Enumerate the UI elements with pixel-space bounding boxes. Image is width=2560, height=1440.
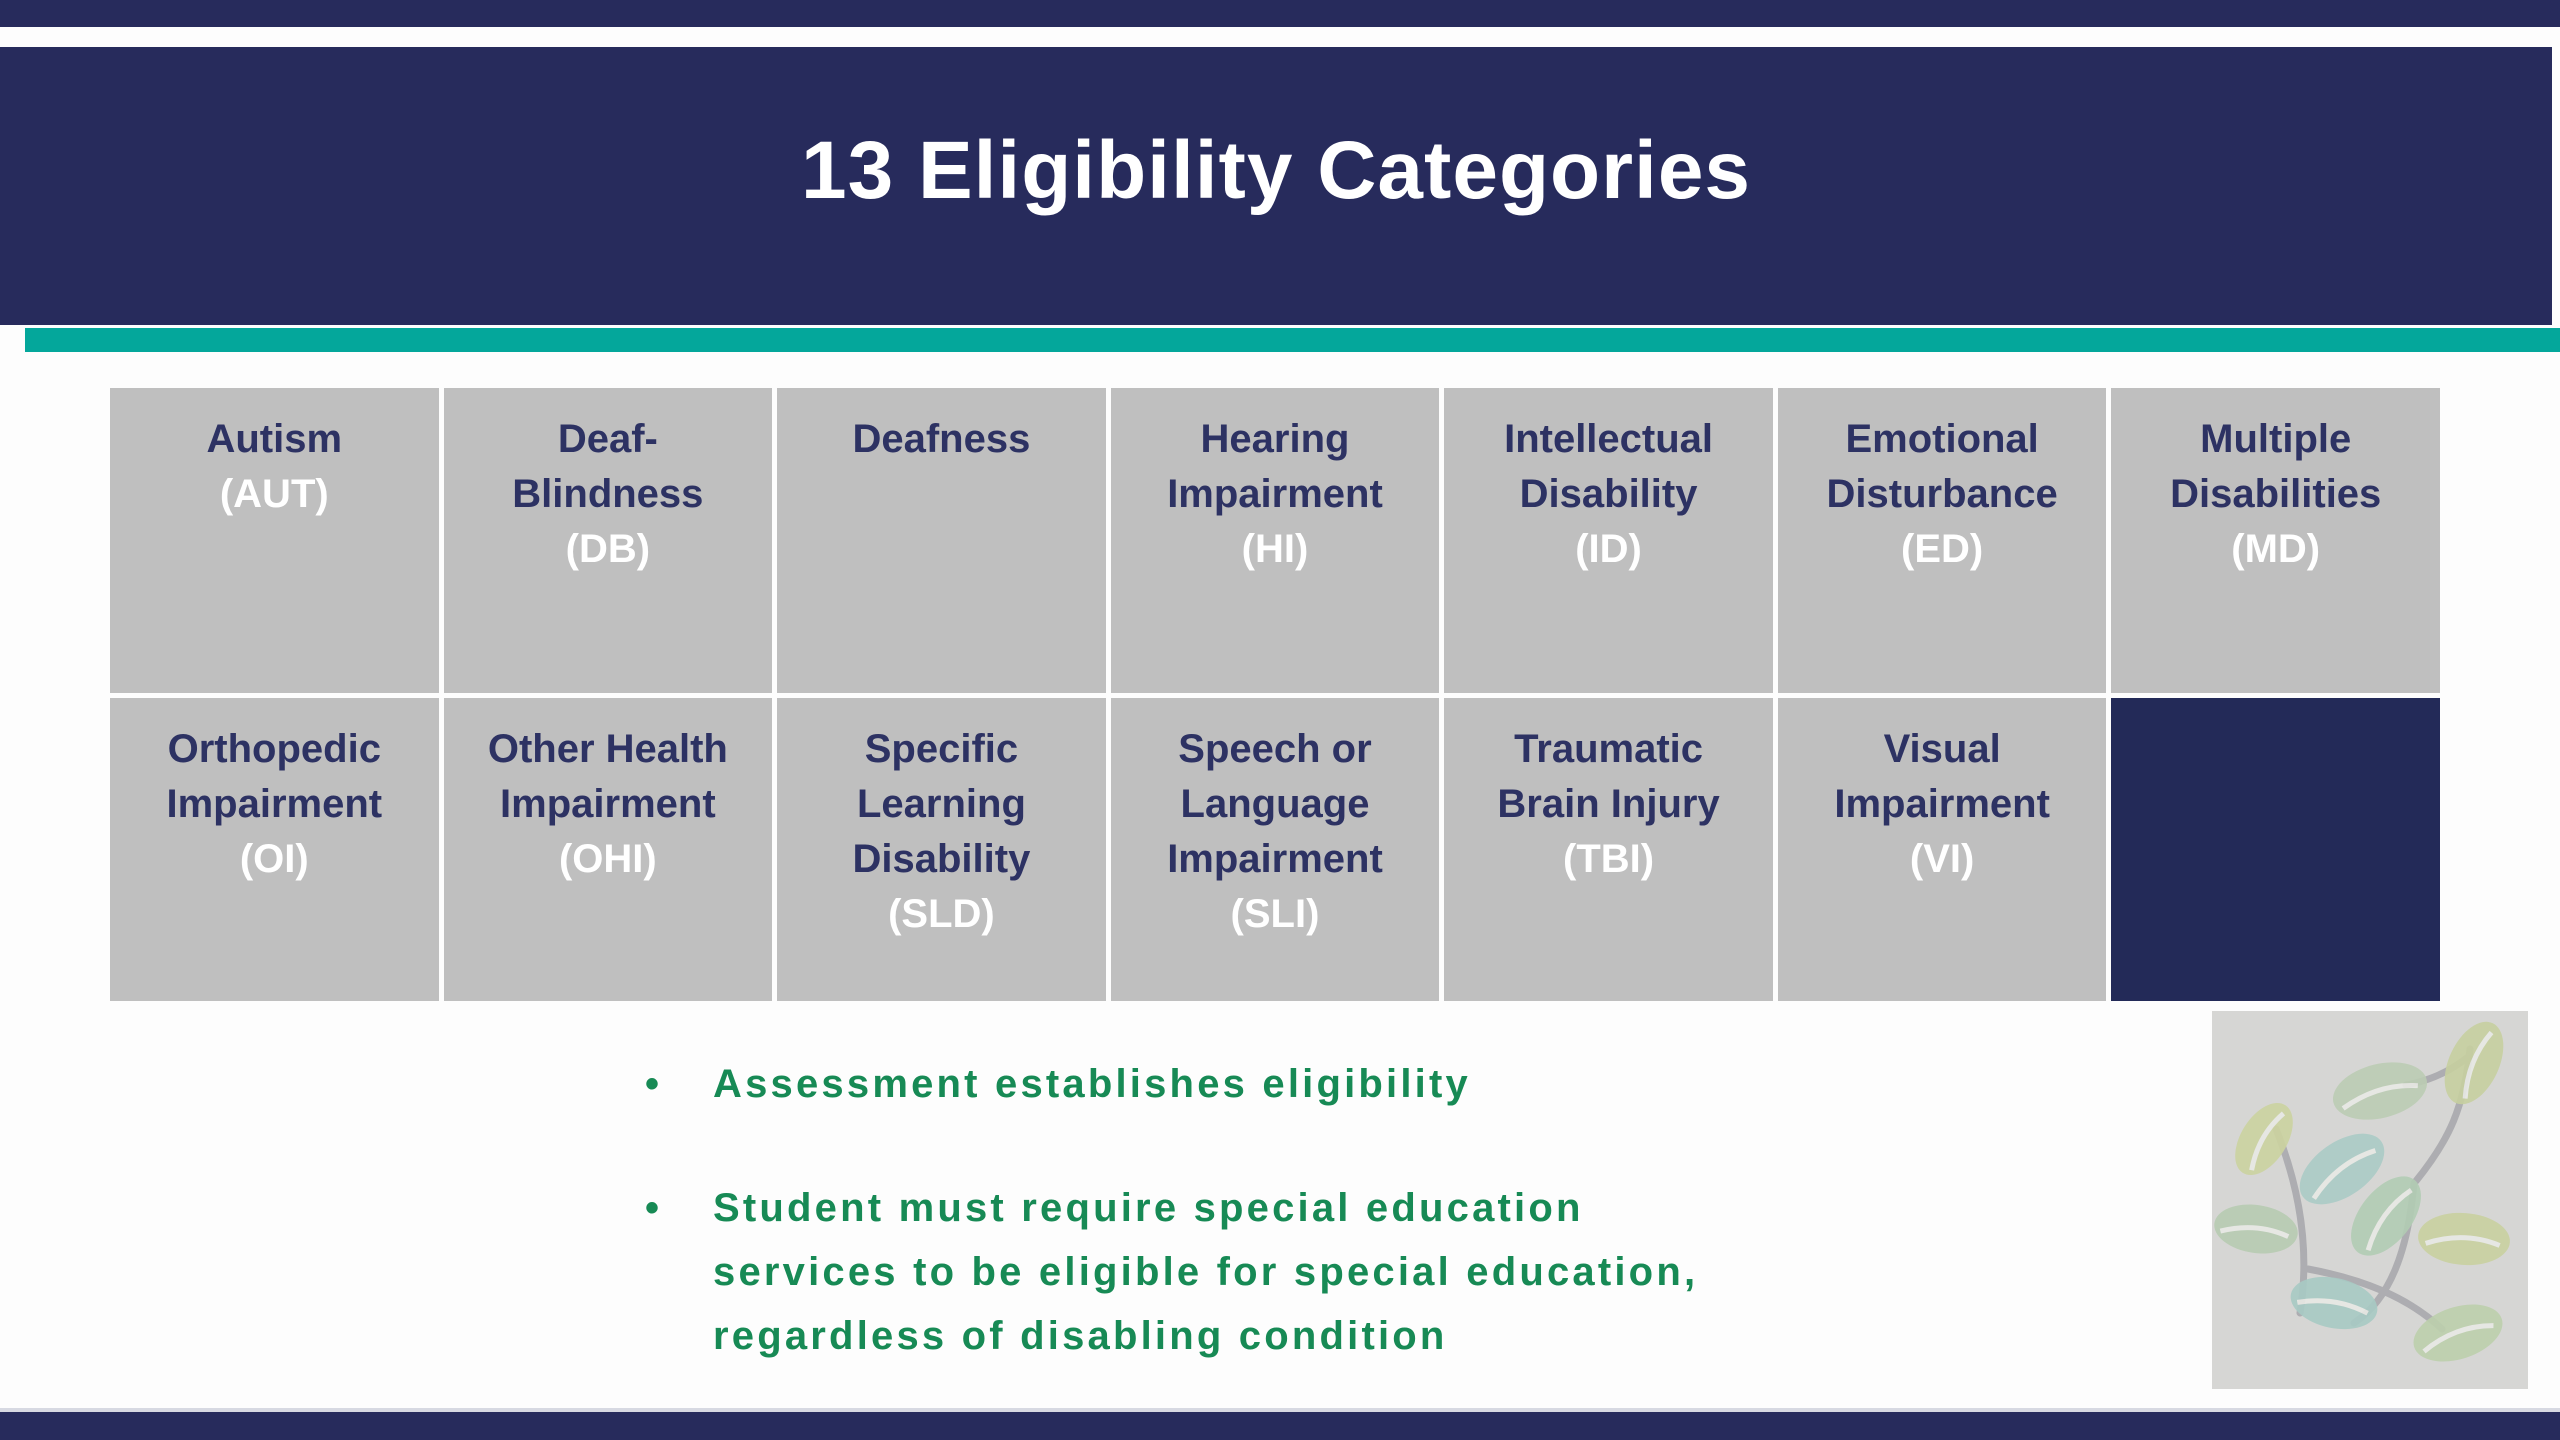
bottom-border-bar [0, 1412, 2560, 1440]
category-name: Orthopedic Impairment [166, 727, 383, 826]
leaf-decoration-box [2212, 1011, 2528, 1389]
category-abbr: (OHI) [558, 837, 657, 881]
category-name: Deaf-Blindness [512, 417, 704, 516]
category-name: Visual Impairment [1834, 727, 2050, 826]
cell-hearing-impairment: Hearing Impairment (HI) [1110, 388, 1440, 693]
category-name: Emotional Disturbance [1826, 417, 2058, 516]
title-banner: 13 Eligibility Categories [0, 47, 2552, 325]
category-abbr: (VI) [1909, 837, 1975, 881]
category-abbr: (DB) [565, 527, 651, 571]
bullet-list: • Assessment establishes eligibility • S… [645, 1052, 1975, 1428]
cell-empty-navy [2111, 698, 2440, 1001]
category-name: Intellectual Disability [1504, 417, 1714, 516]
category-abbr: (TBI) [1563, 837, 1655, 881]
cell-autism: Autism (AUT) [110, 388, 439, 693]
teal-accent-bar [25, 328, 2560, 352]
category-name: Other Health Impairment [487, 727, 728, 826]
cell-intellectual-disability: Intellectual Disability (ID) [1444, 388, 1773, 693]
category-name: Traumatic Brain Injury [1497, 727, 1720, 826]
category-abbr: (SLD) [888, 892, 995, 936]
bullet-text: Assessment establishes eligibility [713, 1062, 1471, 1106]
cell-deafness: Deafness [777, 388, 1106, 693]
category-name: Hearing Impairment [1167, 417, 1383, 516]
bullet-text: Student must require special education s… [713, 1186, 1699, 1358]
cell-emotional-disturbance: Emotional Disturbance (ED) [1777, 388, 2107, 693]
category-name: Deafness [852, 417, 1031, 461]
category-abbr: (OI) [239, 837, 309, 881]
cell-deaf-blindness: Deaf-Blindness (DB) [443, 388, 773, 693]
cell-other-health-impairment: Other Health Impairment (OHI) [443, 698, 773, 1001]
category-name: Specific Learning Disability [852, 727, 1031, 881]
leaves-icon [2212, 1011, 2528, 1389]
cell-traumatic-brain-injury: Traumatic Brain Injury (TBI) [1444, 698, 1773, 1001]
bullet-item: • Assessment establishes eligibility [645, 1052, 1975, 1116]
cell-speech-language-impairment: Speech or Language Impairment (SLI) [1110, 698, 1440, 1001]
category-abbr: (HI) [1241, 527, 1309, 571]
bullet-marker: • [645, 1062, 660, 1106]
eligibility-table: Autism (AUT) Deaf-Blindness (DB) Deafnes… [110, 388, 2440, 1001]
slide-title: 13 Eligibility Categories [800, 125, 1752, 216]
category-abbr: (AUT) [219, 472, 329, 516]
category-name: Autism [206, 417, 343, 461]
cell-multiple-disabilities: Multiple Disabilities (MD) [2111, 388, 2440, 693]
bullet-item: • Student must require special education… [645, 1176, 1975, 1368]
category-abbr: (ED) [1901, 527, 1984, 571]
bottom-divider-line [0, 1408, 2560, 1412]
category-abbr: (ID) [1575, 527, 1642, 571]
category-abbr: (SLI) [1230, 892, 1320, 936]
cell-visual-impairment: Visual Impairment (VI) [1777, 698, 2107, 1001]
category-name: Speech or Language Impairment [1167, 727, 1383, 881]
category-name: Multiple Disabilities [2170, 417, 2382, 516]
bullet-marker: • [645, 1186, 660, 1230]
cell-orthopedic-impairment: Orthopedic Impairment (OI) [110, 698, 439, 1001]
category-abbr: (MD) [2231, 527, 2321, 571]
top-border-bar [0, 0, 2560, 27]
cell-specific-learning-disability: Specific Learning Disability (SLD) [777, 698, 1106, 1001]
